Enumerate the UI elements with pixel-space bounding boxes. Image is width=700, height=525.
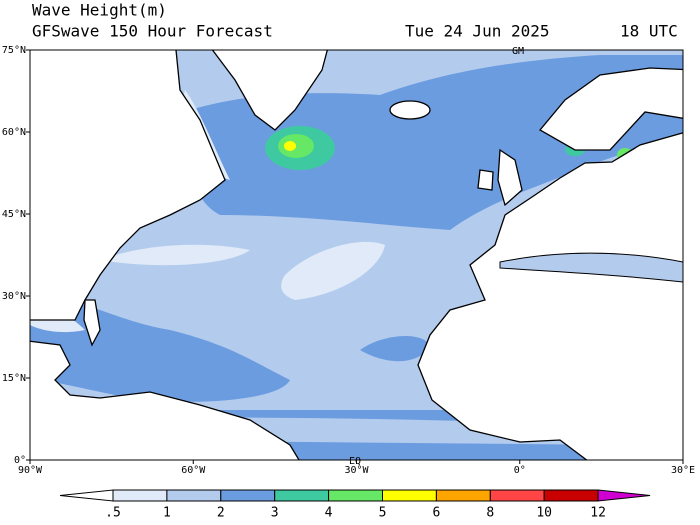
colorbar-label: .5	[105, 506, 121, 521]
colorbar-swatch	[543, 489, 599, 502]
colorbar-swatch	[435, 489, 491, 502]
colorbar-label: 8	[486, 506, 494, 521]
colorbar-label: 4	[325, 506, 333, 521]
colorbar-label: 1	[163, 506, 171, 521]
title: Wave Height(m)	[32, 1, 167, 20]
colorbar-swatch	[166, 489, 222, 502]
colorbar-swatch	[328, 489, 384, 502]
lat-label: 30°N	[2, 291, 26, 302]
colorbar-label: 5	[379, 506, 387, 521]
colorbar-label: 10	[536, 506, 552, 521]
lat-label: 15°N	[2, 373, 26, 384]
colorbar-swatch	[112, 489, 168, 502]
lon-label: 0°	[514, 465, 526, 476]
lat-label: 0°	[14, 455, 26, 466]
time: 18 UTC	[620, 22, 678, 41]
eq-label: EQ	[349, 456, 361, 467]
lon-label: 30°E	[671, 465, 695, 476]
colorbar-label: 3	[271, 506, 279, 521]
colorbar-swatch	[59, 489, 114, 502]
date: Tue 24 Jun 2025	[405, 22, 550, 41]
lat-label: 75°N	[2, 45, 26, 56]
colorbar-label: 6	[432, 506, 440, 521]
colorbar-label: 12	[590, 506, 606, 521]
colorbar-swatch	[274, 489, 330, 502]
lon-label: 90°W	[18, 465, 43, 476]
lat-label: 60°N	[2, 127, 26, 138]
gm-label: GM	[512, 46, 524, 57]
lon-label: 60°W	[181, 465, 206, 476]
lat-label: 45°N	[2, 209, 26, 220]
subtitle: GFSwave 150 Hour Forecast	[32, 22, 273, 41]
colorbar-swatch	[220, 489, 276, 502]
colorbar-label: 2	[217, 506, 225, 521]
lon-label: 30°W	[344, 465, 369, 476]
colorbar-swatch	[597, 489, 651, 502]
map	[30, 50, 683, 460]
colorbar-swatch	[382, 489, 437, 502]
colorbar-swatch	[489, 489, 545, 502]
